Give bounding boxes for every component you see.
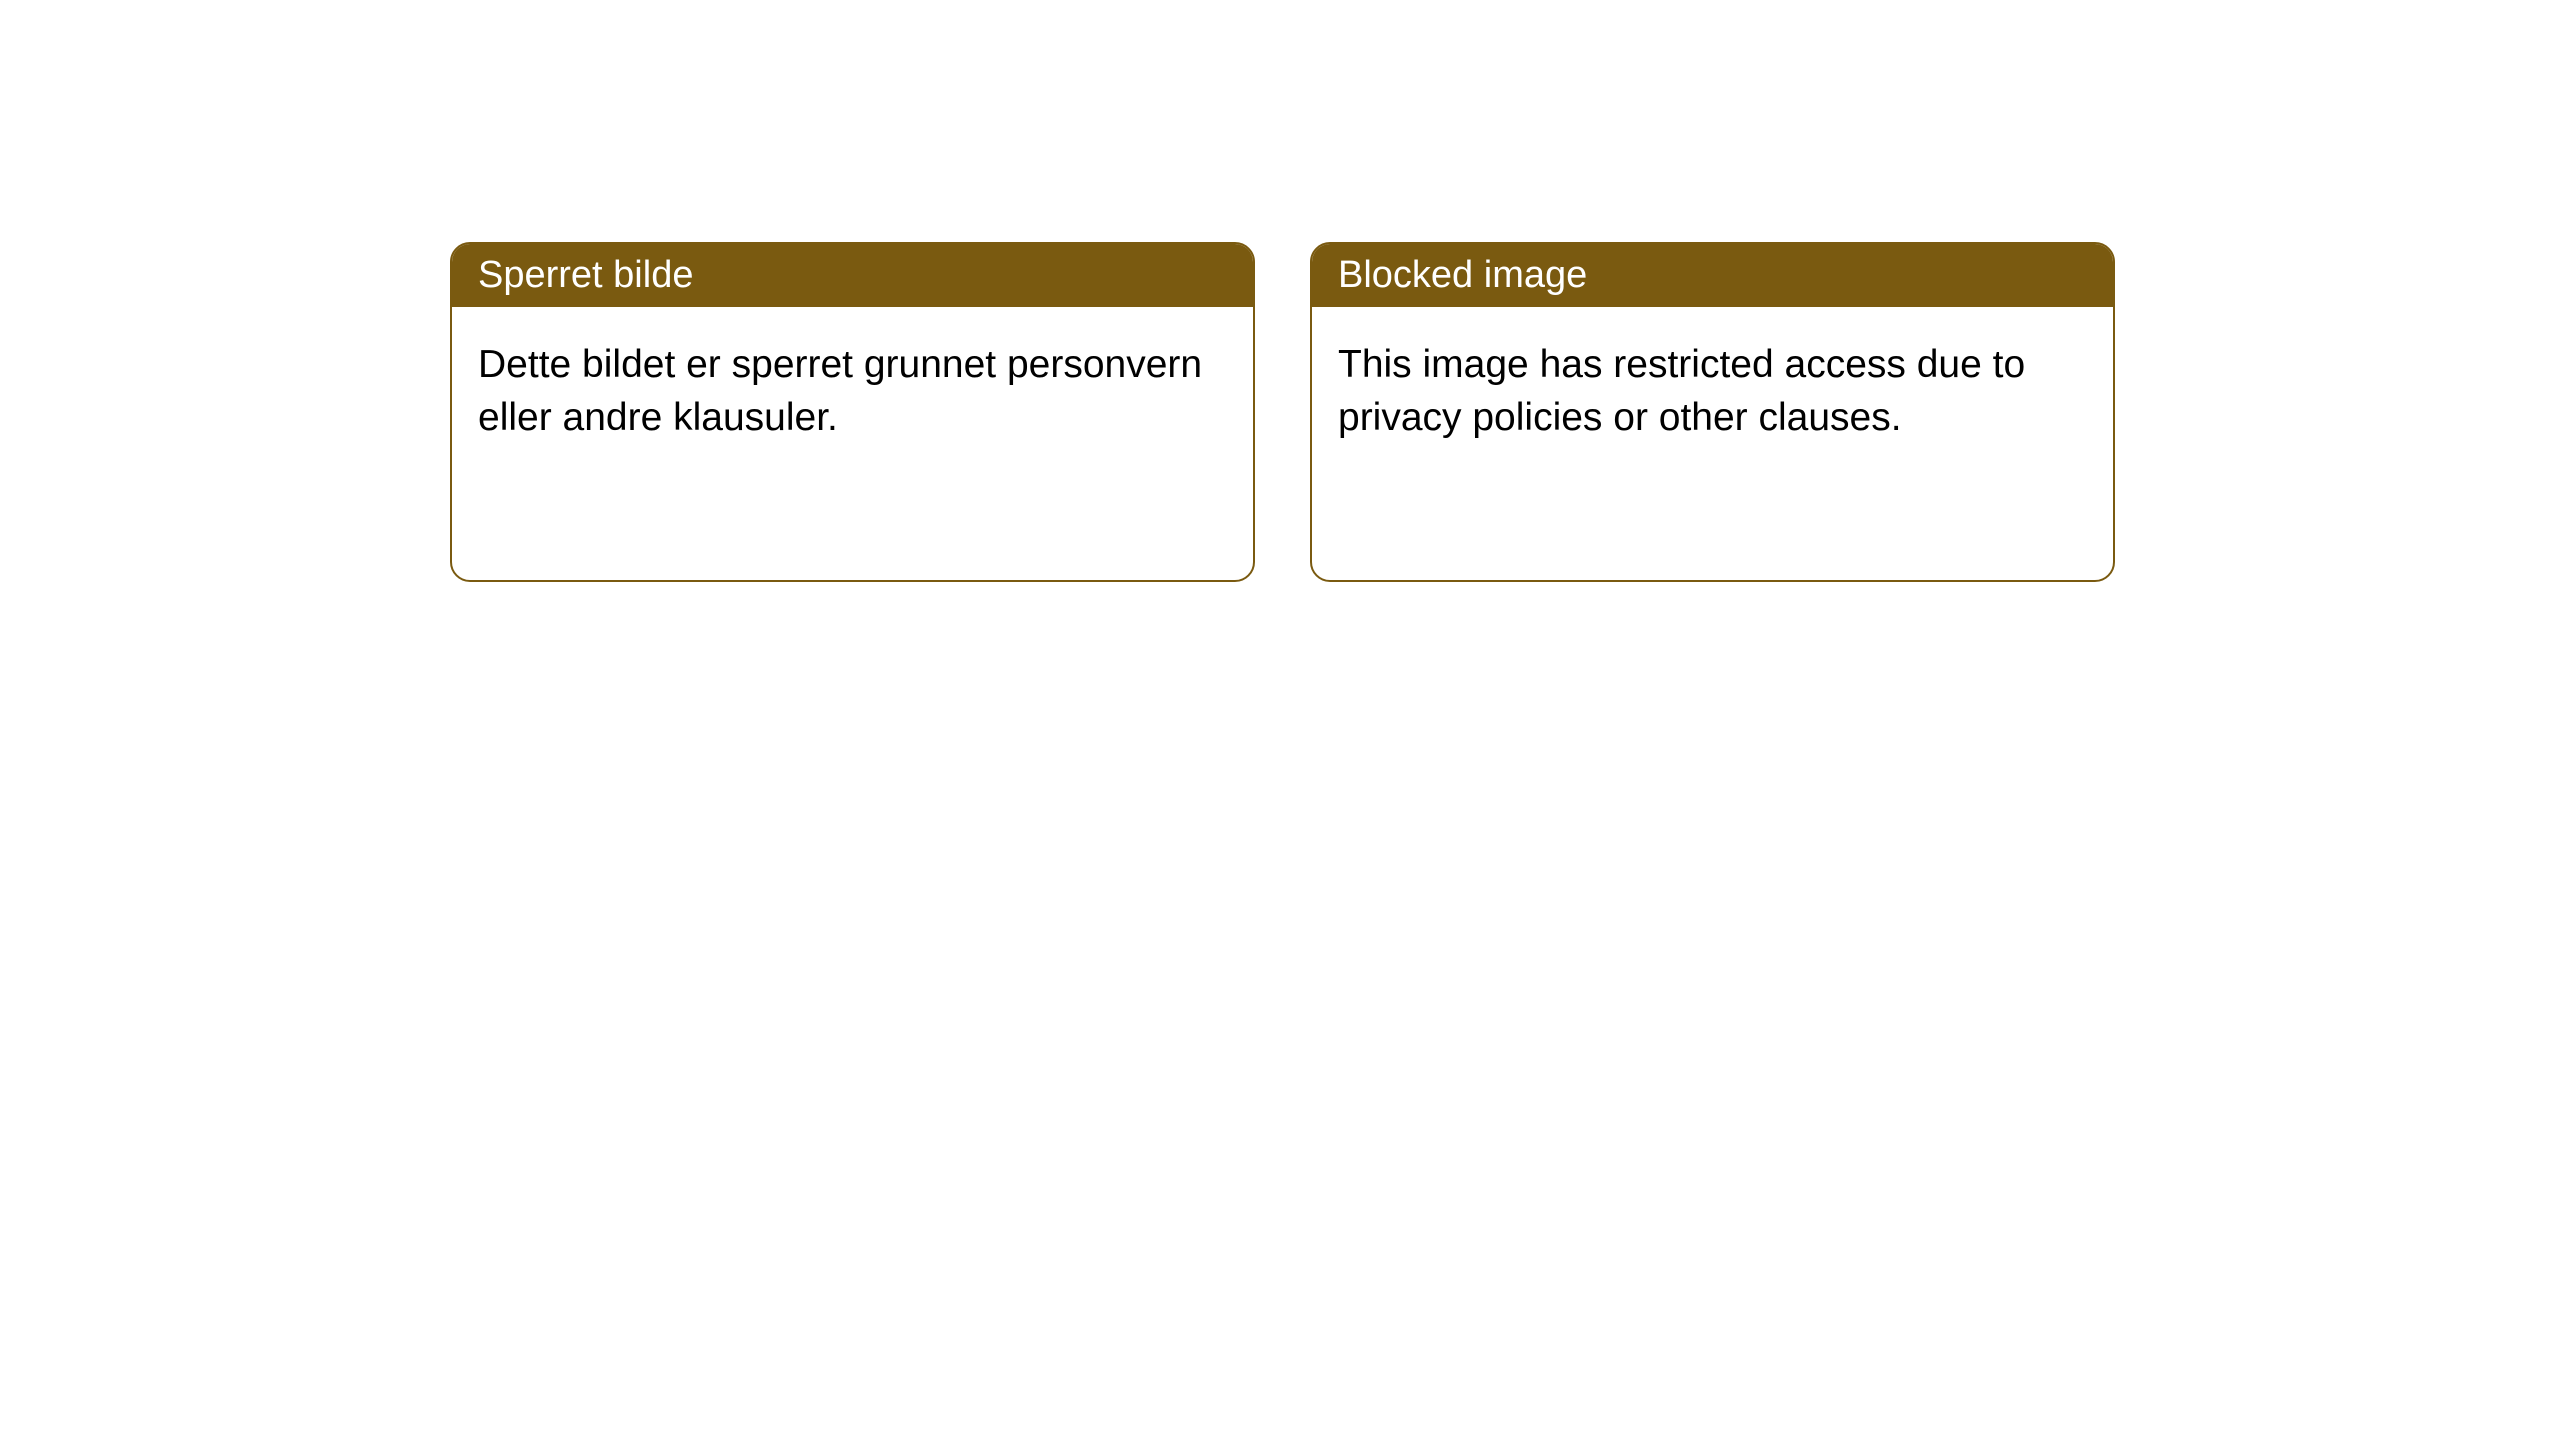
notice-header-english: Blocked image <box>1312 244 2113 307</box>
notice-body-english: This image has restricted access due to … <box>1312 307 2113 476</box>
notice-body-norwegian: Dette bildet er sperret grunnet personve… <box>452 307 1253 476</box>
notice-container: Sperret bilde Dette bildet er sperret gr… <box>450 242 2115 582</box>
notice-header-norwegian: Sperret bilde <box>452 244 1253 307</box>
notice-card-norwegian: Sperret bilde Dette bildet er sperret gr… <box>450 242 1255 582</box>
notice-card-english: Blocked image This image has restricted … <box>1310 242 2115 582</box>
